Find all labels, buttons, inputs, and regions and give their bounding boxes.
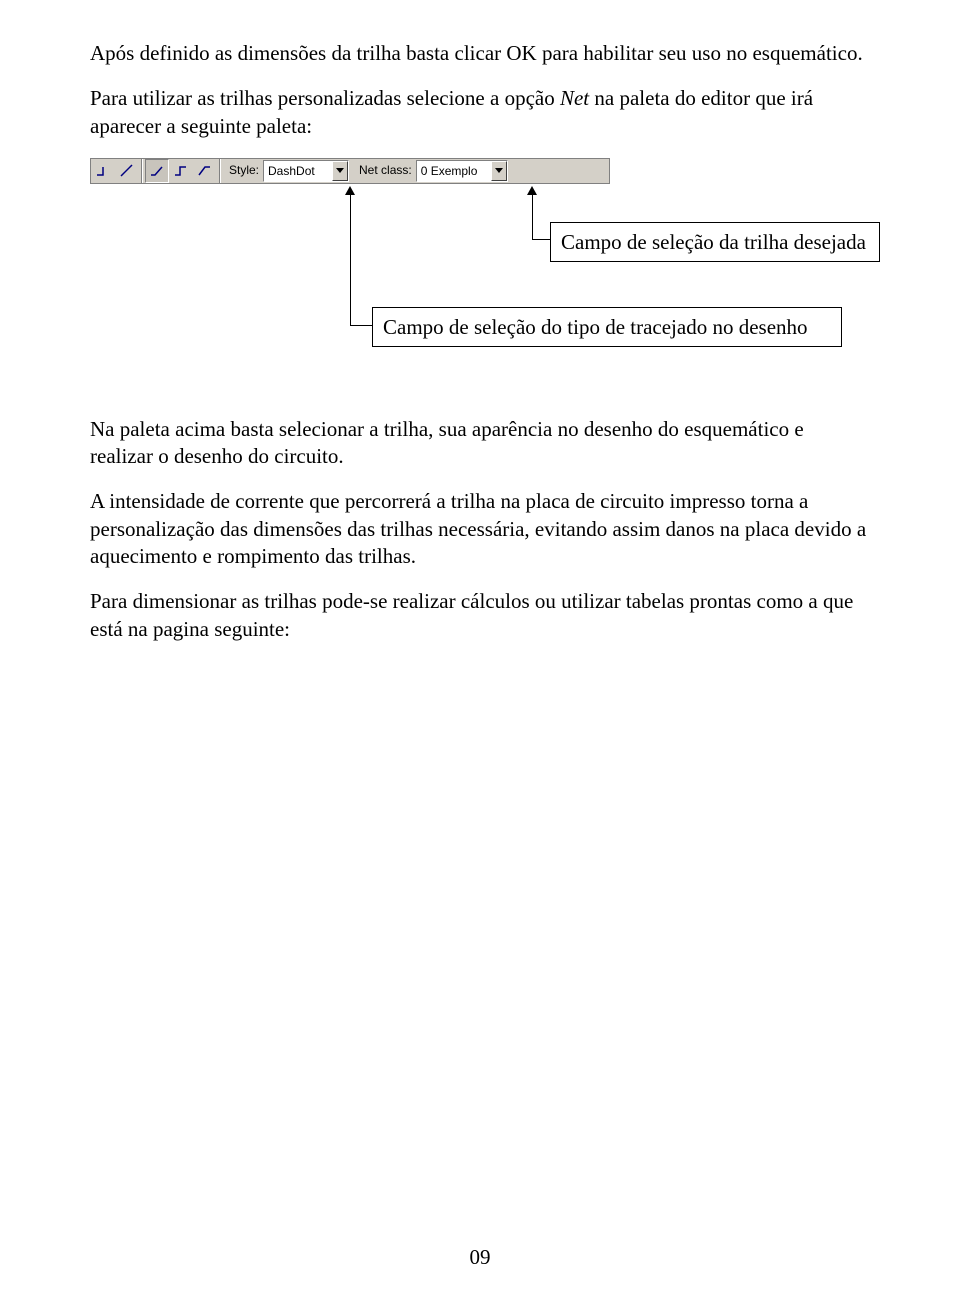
wire-mode-button[interactable] (145, 159, 169, 183)
wire-step-icon (173, 163, 189, 179)
callout-box-left: Campo de seleção do tipo de tracejado no… (372, 307, 842, 347)
style-combo-button[interactable] (332, 161, 348, 181)
net-toolbar: Style: DashDot Net class: 0 Exemplo (90, 158, 610, 184)
paragraph-2-italic: Net (560, 86, 589, 110)
wire-direct-button[interactable] (193, 159, 217, 183)
arrow-right-vline (532, 195, 533, 239)
wire-step-button[interactable] (169, 159, 193, 183)
page-number: 09 (0, 1244, 960, 1271)
arrow-left-hline (350, 325, 372, 326)
arrow-right-hline (532, 239, 550, 240)
paragraph-3: Na paleta acima basta selecionar a trilh… (90, 416, 870, 471)
style-combo[interactable]: DashDot (263, 160, 349, 182)
callout-box-right-text: Campo de seleção da trilha desejada (561, 230, 866, 254)
paragraph-4: A intensidade de corrente que percorrerá… (90, 488, 870, 570)
wire-diag-button[interactable] (115, 159, 139, 183)
chevron-down-icon (495, 168, 503, 174)
toolbar-separator-2 (219, 159, 221, 183)
document-page: Após definido as dimensões da trilha bas… (0, 0, 960, 1301)
wire-diag-icon (119, 163, 135, 179)
netclass-combo[interactable]: 0 Exemplo (416, 160, 508, 182)
wire-ortho-icon (95, 163, 111, 179)
style-label: Style: (223, 159, 263, 183)
chevron-down-icon (336, 168, 344, 174)
arrow-left-head (345, 186, 355, 195)
paragraph-1: Após definido as dimensões da trilha bas… (90, 40, 870, 67)
paragraph-2: Para utilizar as trilhas personalizadas … (90, 85, 870, 140)
callout-box-right: Campo de seleção da trilha desejada (550, 222, 880, 262)
netclass-combo-value: 0 Exemplo (417, 161, 491, 181)
netclass-combo-button[interactable] (491, 161, 507, 181)
wire-direct-icon (197, 163, 213, 179)
wire-mode-icon (149, 163, 165, 179)
netclass-label: Net class: (353, 159, 416, 183)
style-combo-value: DashDot (264, 161, 332, 181)
callout-box-left-text: Campo de seleção do tipo de tracejado no… (383, 315, 808, 339)
arrow-right-head (527, 186, 537, 195)
arrow-left-vline (350, 195, 351, 325)
callout-diagram: Campo de seleção da trilha desejada Camp… (90, 192, 870, 392)
paragraph-5: Para dimensionar as trilhas pode-se real… (90, 588, 870, 643)
toolbar-screenshot: Style: DashDot Net class: 0 Exemplo (90, 158, 870, 192)
toolbar-separator-1 (141, 159, 143, 183)
wire-ortho-button[interactable] (91, 159, 115, 183)
paragraph-2-text-a: Para utilizar as trilhas personalizadas … (90, 86, 560, 110)
